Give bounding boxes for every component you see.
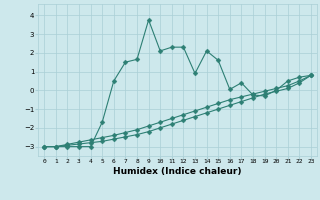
X-axis label: Humidex (Indice chaleur): Humidex (Indice chaleur) <box>113 167 242 176</box>
